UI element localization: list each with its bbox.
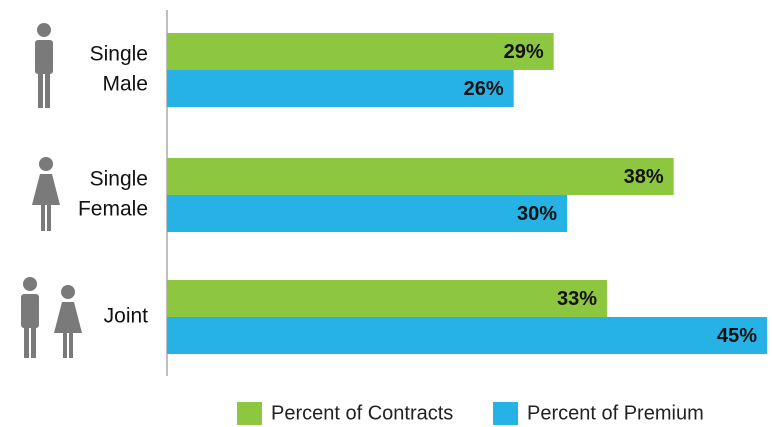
value-label: 45% bbox=[717, 325, 757, 347]
couple-icon bbox=[21, 277, 82, 358]
legend-swatch bbox=[493, 402, 518, 425]
category-label: Female bbox=[78, 198, 148, 221]
value-label: 38% bbox=[624, 166, 664, 188]
category-label: Joint bbox=[104, 305, 149, 328]
legend-label: Percent of Contracts bbox=[271, 402, 453, 424]
category-label: Male bbox=[102, 73, 148, 96]
bar bbox=[167, 158, 674, 195]
legend-swatch bbox=[237, 402, 262, 425]
legend-label: Percent of Premium bbox=[527, 402, 704, 424]
bar bbox=[167, 317, 767, 354]
value-label: 29% bbox=[504, 41, 544, 63]
value-label: 30% bbox=[517, 203, 557, 225]
bar bbox=[167, 195, 567, 232]
bar bbox=[167, 70, 514, 107]
female-icon bbox=[32, 157, 60, 231]
male-icon bbox=[35, 23, 53, 108]
category-label: Single bbox=[90, 168, 148, 191]
bar bbox=[167, 33, 554, 70]
value-label: 33% bbox=[557, 288, 597, 310]
value-label: 26% bbox=[464, 78, 504, 100]
bar bbox=[167, 280, 607, 317]
category-label: Single bbox=[90, 43, 148, 66]
